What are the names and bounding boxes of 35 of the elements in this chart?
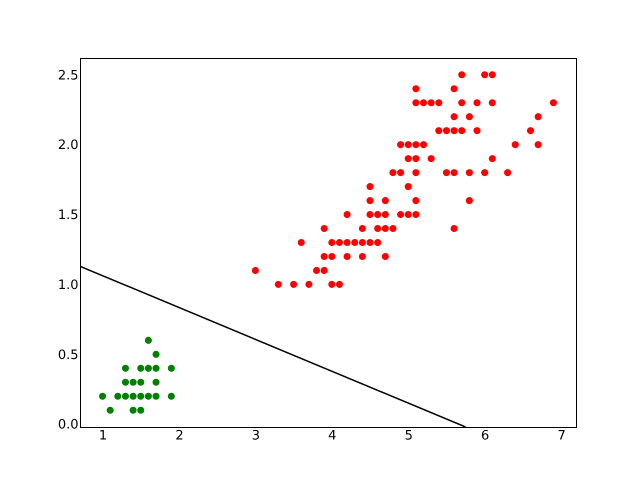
y-tick-label: 2.5 — [58, 68, 78, 84]
point — [144, 336, 152, 344]
point — [130, 378, 137, 386]
point — [137, 364, 144, 372]
point — [168, 392, 175, 400]
point — [168, 364, 175, 372]
point — [152, 392, 160, 400]
x-tick-label: 6 — [481, 428, 490, 444]
point — [152, 364, 160, 372]
point — [152, 378, 160, 386]
x-tick-label: 1 — [98, 428, 108, 444]
point — [137, 392, 144, 400]
y-tick-label: 1.0 — [58, 278, 78, 293]
point — [122, 378, 130, 386]
x-tick-label: 3 — [252, 428, 260, 444]
point — [122, 392, 130, 400]
point — [152, 350, 160, 358]
point — [114, 392, 122, 400]
point — [144, 392, 152, 400]
point — [144, 364, 152, 372]
y-tick-label: 0.5 — [58, 348, 78, 363]
x-tick-label: 2 — [175, 428, 184, 444]
point — [130, 406, 137, 414]
x-tick-label: 4 — [328, 428, 336, 444]
point — [137, 378, 144, 386]
point — [106, 406, 114, 414]
point — [99, 392, 106, 400]
point — [137, 406, 144, 414]
point — [122, 364, 130, 372]
point — [130, 392, 137, 400]
y-tick-label: 0.0 — [58, 418, 78, 433]
x-tick-label: 7 — [557, 428, 566, 444]
y-tick-label: 1.5 — [58, 208, 78, 224]
y-tick-label: 2.0 — [58, 138, 78, 154]
x-tick-label: 5 — [404, 428, 413, 444]
